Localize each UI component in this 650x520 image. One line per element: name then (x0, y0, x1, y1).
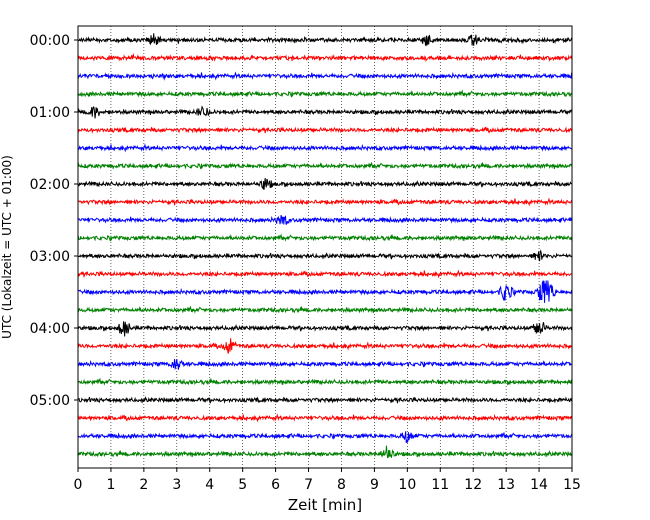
trace-row-18 (77, 358, 573, 371)
seismic-traces (77, 33, 573, 459)
plot-background (78, 26, 572, 468)
trace-row-8 (77, 177, 573, 190)
trace-row-17 (77, 338, 573, 354)
y-tick-label-4: 04:00 (30, 321, 70, 337)
trace-row-10 (77, 215, 573, 225)
y-tick-label-0: 00:00 (30, 33, 70, 49)
x-tick-label-10: 10 (398, 477, 416, 493)
x-tick-label-15: 15 (563, 477, 581, 493)
trace-row-20 (77, 396, 573, 404)
x-tick-label-14: 14 (530, 477, 548, 493)
x-tick-label-8: 8 (337, 477, 346, 493)
y-tick-label-1: 01:00 (30, 105, 70, 121)
trace-row-14 (77, 279, 573, 303)
trace-row-12 (77, 249, 573, 262)
y-axis-ticks: 00:00 01:00 02:00 03:00 04:00 05:00 (30, 33, 78, 409)
x-axis-title: Zeit [min] (288, 496, 362, 514)
trace-row-11 (77, 233, 573, 242)
trace-row-21 (77, 413, 573, 423)
trace-row-7 (77, 161, 573, 170)
x-tick-label-0: 0 (74, 477, 83, 493)
trace-row-0 (77, 33, 573, 47)
trace-row-5 (77, 126, 573, 134)
x-tick-label-2: 2 (139, 477, 148, 493)
x-tick-label-11: 11 (431, 477, 449, 493)
trace-row-19 (77, 377, 573, 386)
trace-row-4 (77, 105, 573, 119)
x-tick-label-4: 4 (205, 477, 214, 493)
y-axis-title: UTC (Lokalzeit = UTC + 01:00) (0, 155, 14, 339)
x-tick-label-12: 12 (464, 477, 482, 493)
trace-row-23 (77, 445, 573, 459)
trace-row-3 (77, 89, 573, 98)
trace-row-15 (77, 305, 573, 314)
trace-row-16 (77, 321, 573, 337)
trace-row-13 (77, 269, 573, 279)
trace-row-22 (77, 431, 573, 444)
x-tick-label-13: 13 (497, 477, 515, 493)
trace-row-2 (77, 71, 573, 81)
trace-row-1 (77, 52, 573, 63)
x-tick-label-5: 5 (238, 477, 247, 493)
trace-row-9 (77, 197, 573, 207)
y-tick-label-3: 03:00 (30, 249, 70, 265)
x-axis-ticks: 0 1 2 3 4 5 6 7 8 9 10 11 12 13 14 15 (74, 468, 581, 493)
x-tick-label-9: 9 (370, 477, 379, 493)
y-tick-label-5: 05:00 (30, 393, 70, 409)
y-tick-label-2: 02:00 (30, 177, 70, 193)
x-tick-label-1: 1 (106, 477, 115, 493)
plot-frame (77, 25, 573, 469)
x-tick-label-3: 3 (172, 477, 181, 493)
x-tick-label-6: 6 (271, 477, 280, 493)
x-tick-label-7: 7 (304, 477, 313, 493)
trace-row-6 (77, 143, 573, 153)
